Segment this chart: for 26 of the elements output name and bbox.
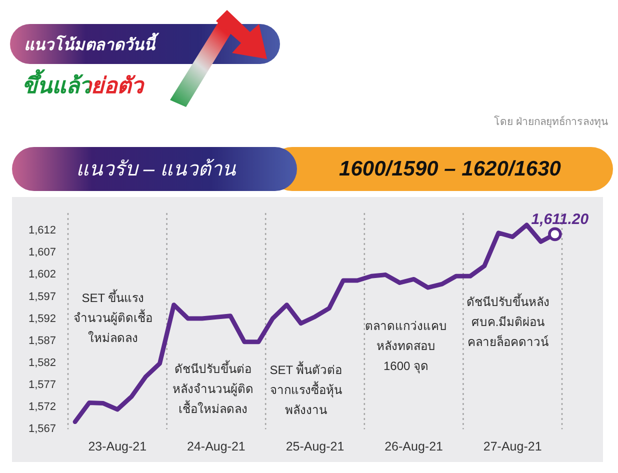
- annotation: ตลาดแกว่งแคบ หลังทดสอบ 1600 จุด: [365, 319, 447, 374]
- y-tick-label: 1,597: [28, 290, 56, 303]
- annotation: ดัชนีปรับขึ้นหลัง ศบค.มีมติผ่อน คลายล็อคดาวน์: [466, 293, 550, 350]
- x-tick-label: 24-Aug-21: [187, 439, 246, 454]
- annotation: ดัชนีปรับขึ้นต่อ หลังจำนวนผู้ติด เชื้อใหม่ลดลง: [172, 360, 254, 416]
- x-tick-label: 27-Aug-21: [483, 439, 542, 454]
- x-tick-label: 25-Aug-21: [286, 439, 344, 454]
- text: โดย ฝ่ายกลยุทธ์การลงทุน: [494, 114, 608, 128]
- y-tick-label: 1,587: [28, 334, 56, 347]
- data-label: 1,611.20: [531, 211, 590, 228]
- y-tick-label: 1,612: [28, 224, 56, 237]
- annotation: SET พื้นตัวต่อ จากแรงซื้อหุ้น พลังงาน: [270, 361, 342, 418]
- x-tick-label: 26-Aug-21: [384, 439, 444, 454]
- annotation: SET ขึ้นแรง จำนวนผู้ติดเชื้อ ใหม่ลดลง: [74, 289, 152, 346]
- y-tick-label: 1,602: [28, 268, 56, 281]
- x-tick-label: 23-Aug-21: [88, 439, 147, 454]
- chart-subtitle: ขึ้นแล้วย่อตัว: [22, 68, 145, 98]
- y-tick-label: 1,592: [28, 312, 56, 325]
- y-tick-label: 1,582: [28, 356, 56, 369]
- y-tick-label: 1,607: [28, 246, 56, 259]
- text: แนวรับ – แนวต้าน: [76, 158, 238, 180]
- y-tick-label: 1,572: [28, 401, 56, 414]
- chart-title: แนวโน้มตลาดวันนี้: [24, 32, 160, 54]
- y-tick-label: 1,577: [28, 379, 56, 392]
- y-tick-label: 1,567: [28, 423, 56, 436]
- text: 1600/1590 – 1620/1630: [339, 158, 562, 181]
